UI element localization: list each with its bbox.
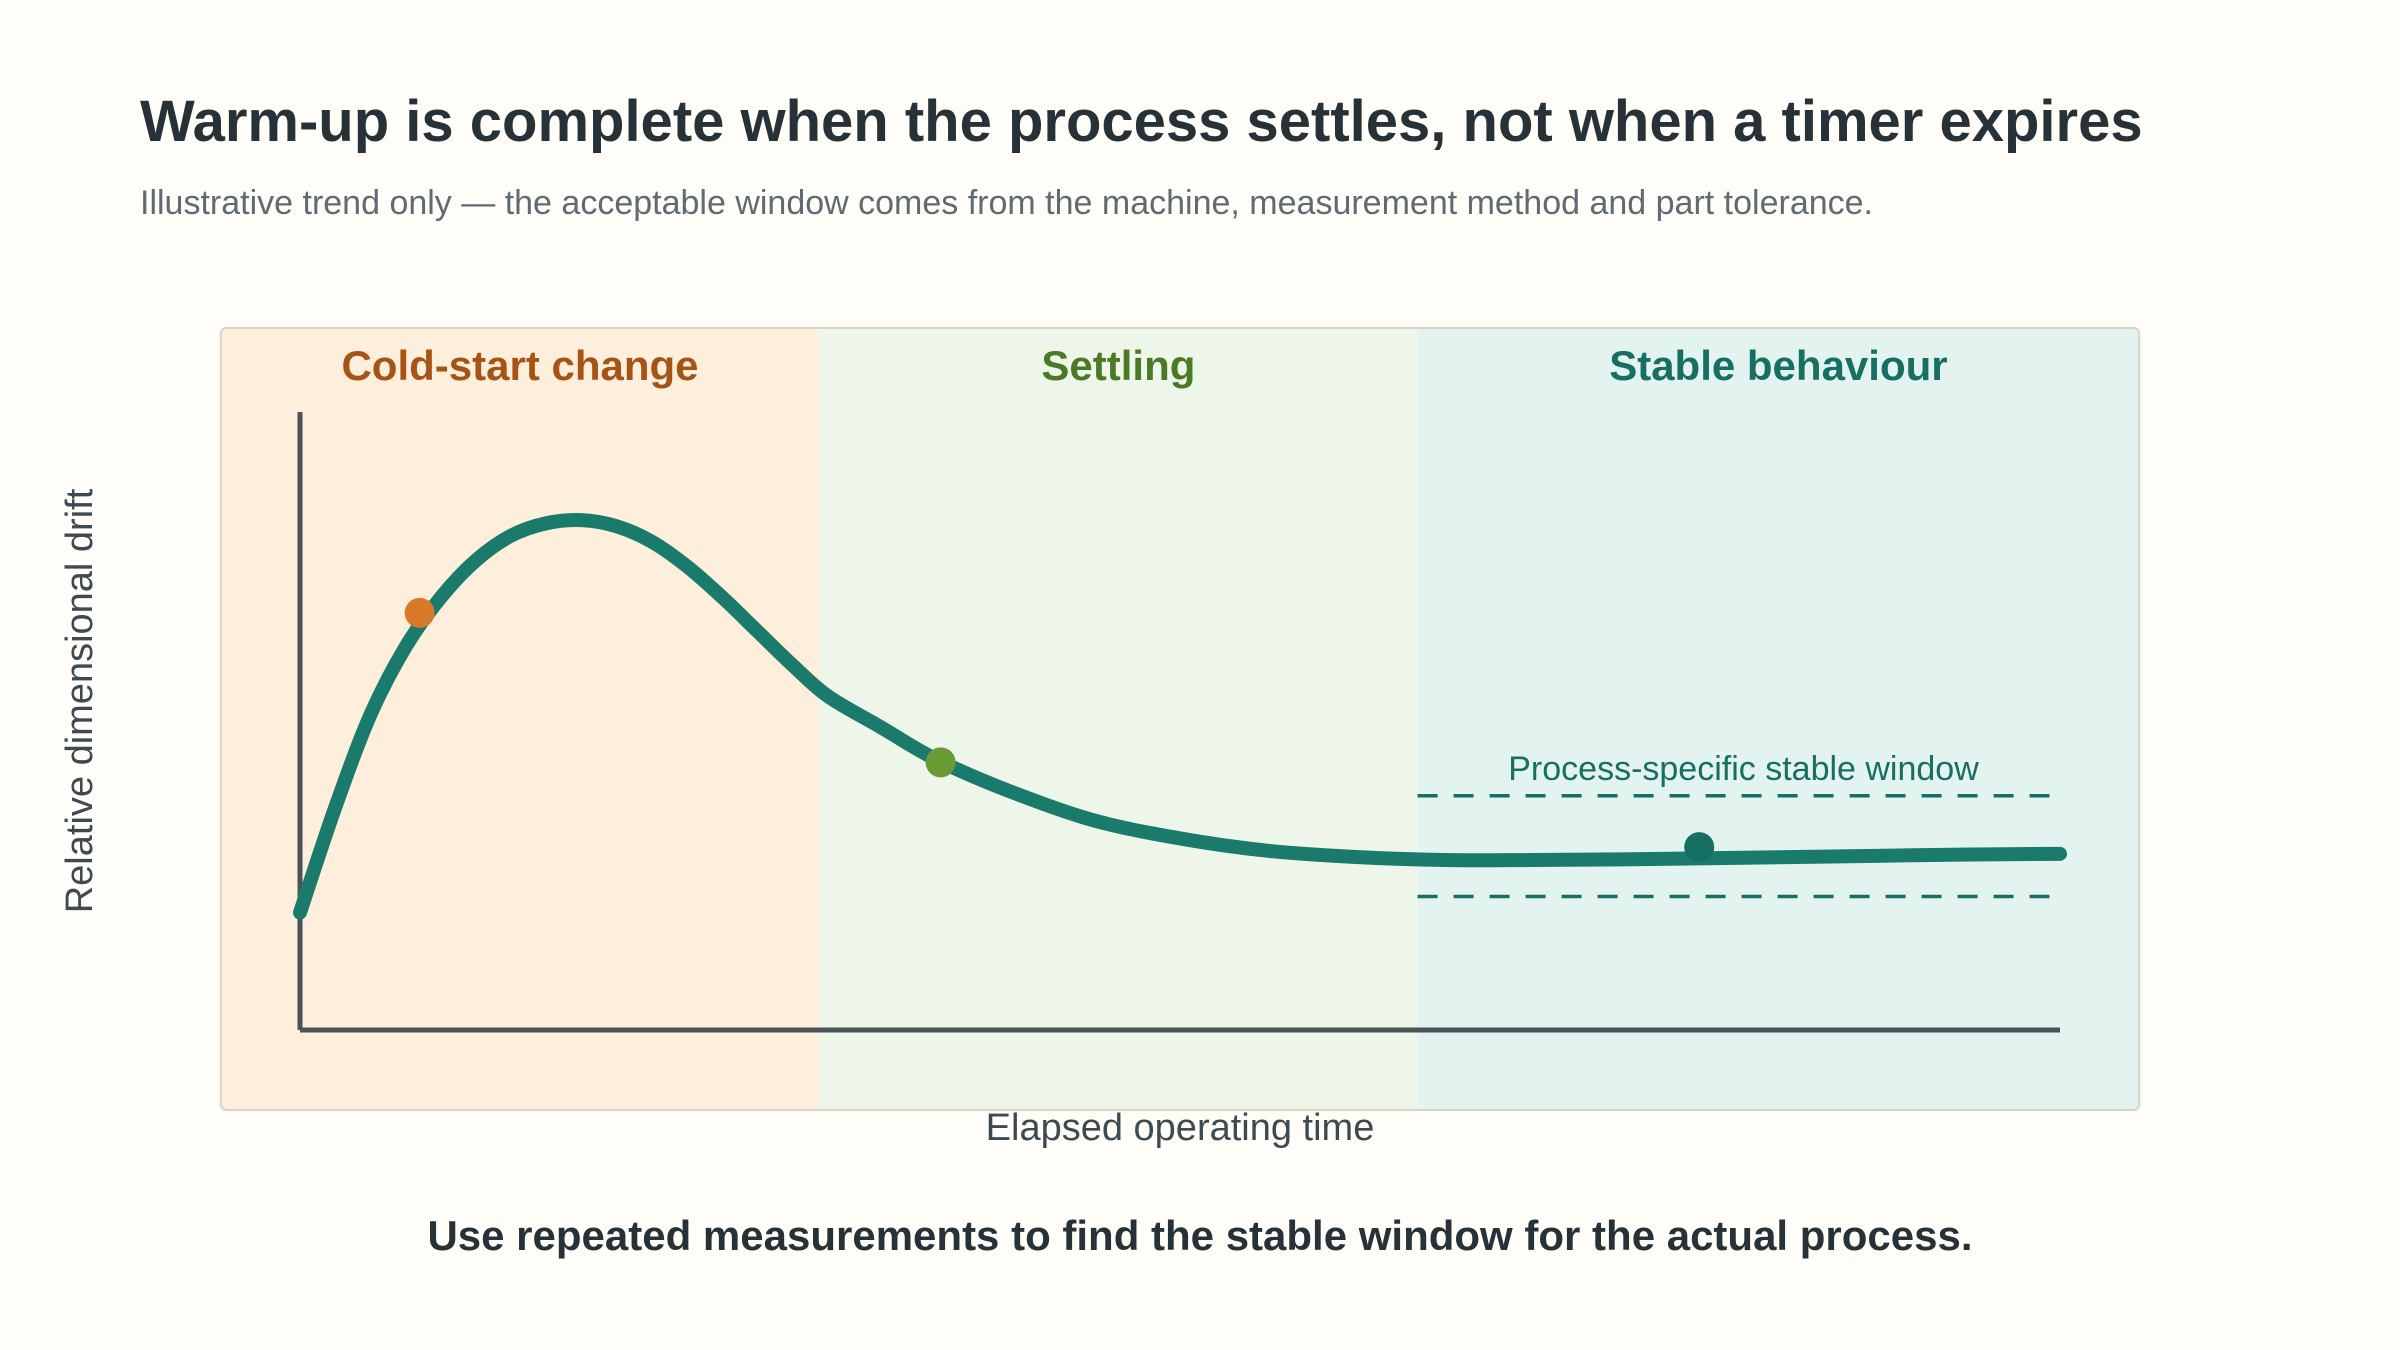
phase-band-0 [220, 328, 820, 1110]
takeaway-note: Use repeated measurements to find the st… [427, 1212, 1973, 1259]
marker-point-2 [1684, 832, 1715, 863]
drift-series-line [293, 513, 2067, 920]
phase-label-2: Stable behaviour [1609, 342, 1947, 389]
phase-band-1 [819, 328, 1418, 1110]
axes [297, 412, 2060, 1033]
chart-subtitle: Illustrative trend only — the acceptable… [140, 184, 1873, 222]
phase-label-0: Cold-start change [341, 342, 698, 389]
plot-frame [219, 327, 2141, 1111]
marker-point-1 [925, 747, 956, 778]
chart-title: Warm-up is complete when the process set… [140, 89, 2143, 154]
phase-band-2 [1417, 328, 2140, 1110]
phase-label-1: Settling [1041, 342, 1195, 389]
y-axis-title: Relative dimensional drift [59, 488, 101, 913]
stable-window-label: Process-specific stable window [1508, 750, 1979, 788]
phase-bands: Cold-start change Settling Stable behaviou… [220, 328, 2140, 1110]
series-markers [404, 597, 1715, 863]
stable-window: Process-specific stable window [1417, 750, 2050, 899]
marker-point-0 [404, 597, 435, 628]
x-axis-title: Elapsed operating time [986, 1107, 1375, 1149]
